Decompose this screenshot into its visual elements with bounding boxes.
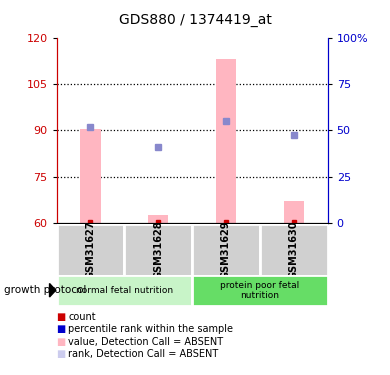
Text: ■: ■ [57,337,66,346]
Bar [216,59,236,223]
Text: protein poor fetal
nutrition: protein poor fetal nutrition [220,280,300,300]
Bar [192,275,328,306]
Text: value, Detection Call = ABSENT: value, Detection Call = ABSENT [68,337,223,346]
Text: GSM31627: GSM31627 [85,220,96,279]
Bar [57,275,192,306]
Bar [148,215,168,223]
Bar [80,129,101,223]
Text: growth protocol: growth protocol [4,285,86,295]
Polygon shape [50,284,56,297]
Bar [260,224,328,276]
Bar [57,224,124,276]
Text: ■: ■ [57,324,66,334]
Text: ■: ■ [57,349,66,359]
Bar [124,224,192,276]
Bar [284,201,304,223]
Text: count: count [68,312,96,322]
Text: normal fetal nutrition: normal fetal nutrition [76,286,173,295]
Text: GSM31628: GSM31628 [153,220,163,279]
Bar [192,224,260,276]
Text: GSM31630: GSM31630 [289,220,299,279]
Text: ■: ■ [57,312,66,322]
Text: percentile rank within the sample: percentile rank within the sample [68,324,233,334]
Text: GSM31629: GSM31629 [221,220,231,279]
Text: GDS880 / 1374419_at: GDS880 / 1374419_at [119,13,271,27]
Text: rank, Detection Call = ABSENT: rank, Detection Call = ABSENT [68,349,218,359]
